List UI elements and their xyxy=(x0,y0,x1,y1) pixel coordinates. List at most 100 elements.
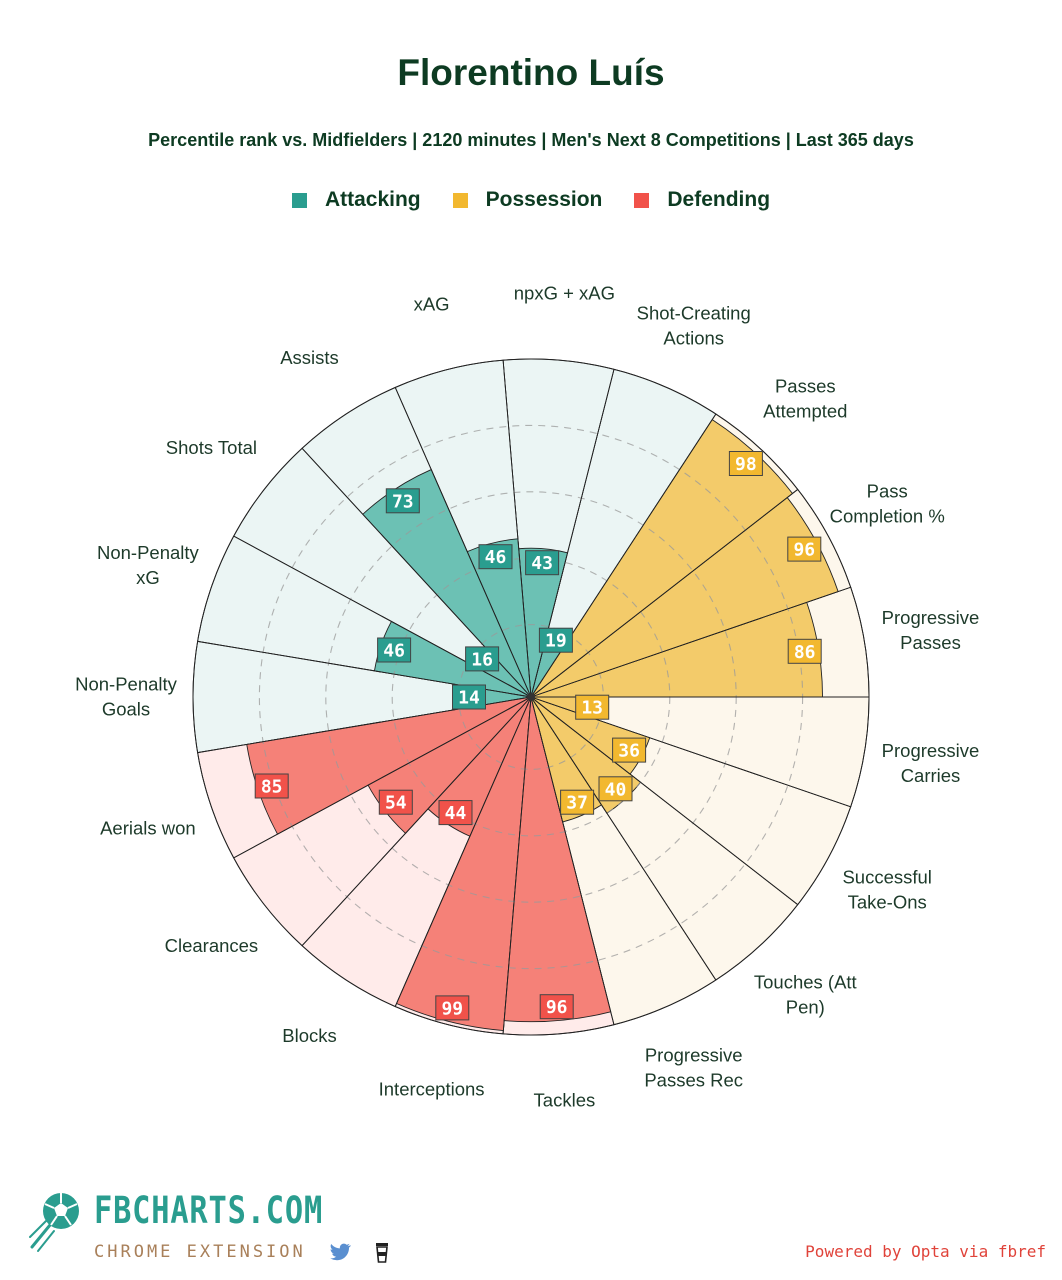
value-label-box-npxg-xag xyxy=(525,550,560,576)
value-label-box-interceptions xyxy=(435,995,470,1021)
value-label-progressive-carries: 13 xyxy=(581,698,603,719)
chart-subtitle: Percentile rank vs. Midfielders | 2120 m… xyxy=(148,130,914,150)
legend-item-attacking: Attacking xyxy=(291,188,421,212)
axis-label-line: xG xyxy=(136,567,160,588)
value-label-box-successful-take-ons xyxy=(612,737,647,763)
axis-label-line: Blocks xyxy=(282,1025,337,1046)
value-label-box-progressive-passes xyxy=(787,638,822,664)
axis-label-assists: Assists xyxy=(280,347,339,368)
value-label-pass-completion: 96 xyxy=(793,540,815,561)
axis-label-line: Aerials won xyxy=(100,818,196,839)
axis-label-line: Take-Ons xyxy=(848,891,927,912)
value-label-blocks: 44 xyxy=(445,803,467,824)
value-label-aerials-won: 85 xyxy=(261,777,283,798)
coffee-cup-icon[interactable] xyxy=(374,1241,390,1263)
value-label-passes-attempted: 98 xyxy=(735,454,757,475)
value-label-box-non-penalty-xg xyxy=(377,637,412,663)
value-label-progressive-passes: 86 xyxy=(794,642,816,663)
axis-label-line: Passes xyxy=(900,632,961,653)
axis-label-clearances: Clearances xyxy=(165,935,259,956)
brand-name: FBCHARTS.COM xyxy=(94,1189,324,1232)
center-dot xyxy=(527,693,535,701)
axis-label-line: Progressive xyxy=(645,1044,743,1065)
axis-label-line: Completion % xyxy=(830,506,945,527)
axis-label-aerials-won: Aerials won xyxy=(100,818,196,839)
chart-legend: Attacking Possession Defending xyxy=(0,188,1062,212)
axis-label-line: Progressive xyxy=(882,607,980,628)
axis-label-line: Attempted xyxy=(763,401,847,422)
axis-label-line: Shots Total xyxy=(166,437,257,458)
brand-subtitle-text: CHROME EXTENSION xyxy=(94,1242,306,1262)
axis-label-shot-creating-actions: Shot-Creating Actions xyxy=(637,303,751,349)
axis-label-shots-total: Shots Total xyxy=(166,437,257,458)
axis-label-line: Touches (Att xyxy=(754,972,857,993)
brand-subtitle: CHROME EXTENSION xyxy=(94,1241,390,1263)
axis-label-npxg-xag: npxG + xAG xyxy=(514,282,615,303)
axis-label-line: Tackles xyxy=(534,1090,596,1111)
value-label-clearances: 54 xyxy=(385,793,407,814)
axis-label-line: Passes xyxy=(775,376,836,397)
value-label-box-shot-creating-actions xyxy=(538,627,573,653)
value-label-shot-creating-actions: 19 xyxy=(545,631,567,652)
value-label-box-shots-total xyxy=(465,646,500,672)
legend-label-possession: Possession xyxy=(485,188,603,211)
axis-label-line: Carries xyxy=(901,765,961,786)
spoke-14 xyxy=(394,696,532,1007)
value-label-box-progressive-passes-rec xyxy=(560,789,595,815)
chart-title: Florentino Luís xyxy=(397,52,665,93)
axis-label-line: npxG + xAG xyxy=(514,282,615,303)
soccer-ball-icon xyxy=(29,1193,79,1252)
spoke-18 xyxy=(530,696,799,905)
axis-label-successful-take-ons: Successful Take-Ons xyxy=(842,866,931,912)
axis-label-line: Clearances xyxy=(165,935,259,956)
value-label-non-penalty-xg: 46 xyxy=(383,641,405,662)
axis-label-line: Actions xyxy=(663,328,724,349)
value-label-box-touches-att-pen xyxy=(598,776,633,802)
fbcharts-branding: FBCHARTS.COM CHROME EXTENSION xyxy=(28,1185,389,1265)
axis-label-line: Shot-Creating xyxy=(637,303,751,324)
twitter-bird-icon[interactable] xyxy=(329,1243,352,1261)
axis-label-passes-attempted: Passes Attempted xyxy=(763,376,847,422)
value-label-box-assists xyxy=(385,488,420,514)
value-label-successful-take-ons: 36 xyxy=(618,741,640,762)
axis-label-blocks: Blocks xyxy=(282,1025,337,1046)
axis-label-line: Successful xyxy=(842,866,931,887)
value-label-box-tackles xyxy=(539,994,574,1020)
value-label-box-aerials-won xyxy=(254,773,289,799)
outer-ring xyxy=(192,358,870,1036)
value-label-box-clearances xyxy=(378,789,413,815)
value-label-interceptions: 99 xyxy=(441,998,463,1019)
spoke-2 xyxy=(530,586,851,698)
axis-label-progressive-carries: Progressive Carries xyxy=(882,740,980,786)
legend-swatch-possession xyxy=(452,192,468,208)
value-label-box-passes-attempted xyxy=(728,451,763,476)
legend-swatch-defending xyxy=(634,192,650,208)
axis-label-line: Pass xyxy=(867,481,908,502)
legend-label-defending: Defending xyxy=(667,188,771,211)
value-label-tackles: 96 xyxy=(546,997,568,1018)
value-label-npxg-xag: 43 xyxy=(531,553,553,574)
value-label-box-non-penalty-goals xyxy=(452,684,486,710)
axis-label-progressive-passes: Progressive Passes xyxy=(882,607,980,653)
axis-label-progressive-passes-rec: Progressive Passes Rec xyxy=(644,1044,743,1090)
value-label-box-xag xyxy=(478,544,513,570)
value-label-progressive-passes-rec: 37 xyxy=(566,793,588,814)
value-label-non-penalty-goals: 14 xyxy=(458,688,480,709)
value-label-box-pass-completion xyxy=(787,536,822,562)
legend-item-possession: Possession xyxy=(452,188,603,212)
axis-label-tackles: Tackles xyxy=(534,1090,596,1111)
axis-label-line: xAG xyxy=(414,293,450,314)
axis-label-line: Interceptions xyxy=(379,1079,485,1100)
spoke-7 xyxy=(394,387,532,698)
axis-label-line: Goals xyxy=(102,699,150,720)
axis-label-line: Pen) xyxy=(786,997,825,1018)
spoke-16 xyxy=(530,696,615,1025)
axis-label-touches-att-pen: Touches (Att Pen) xyxy=(754,972,857,1018)
legend-label-attacking: Attacking xyxy=(324,188,421,211)
axis-label-line: Non-Penalty xyxy=(75,674,178,695)
legend-swatch-attacking xyxy=(291,192,307,208)
axis-label-line: Progressive xyxy=(882,740,980,761)
value-label-box-progressive-carries xyxy=(575,694,610,720)
powered-by-text: Powered by Opta via fbref xyxy=(805,1242,1046,1261)
spoke-17 xyxy=(530,696,717,981)
